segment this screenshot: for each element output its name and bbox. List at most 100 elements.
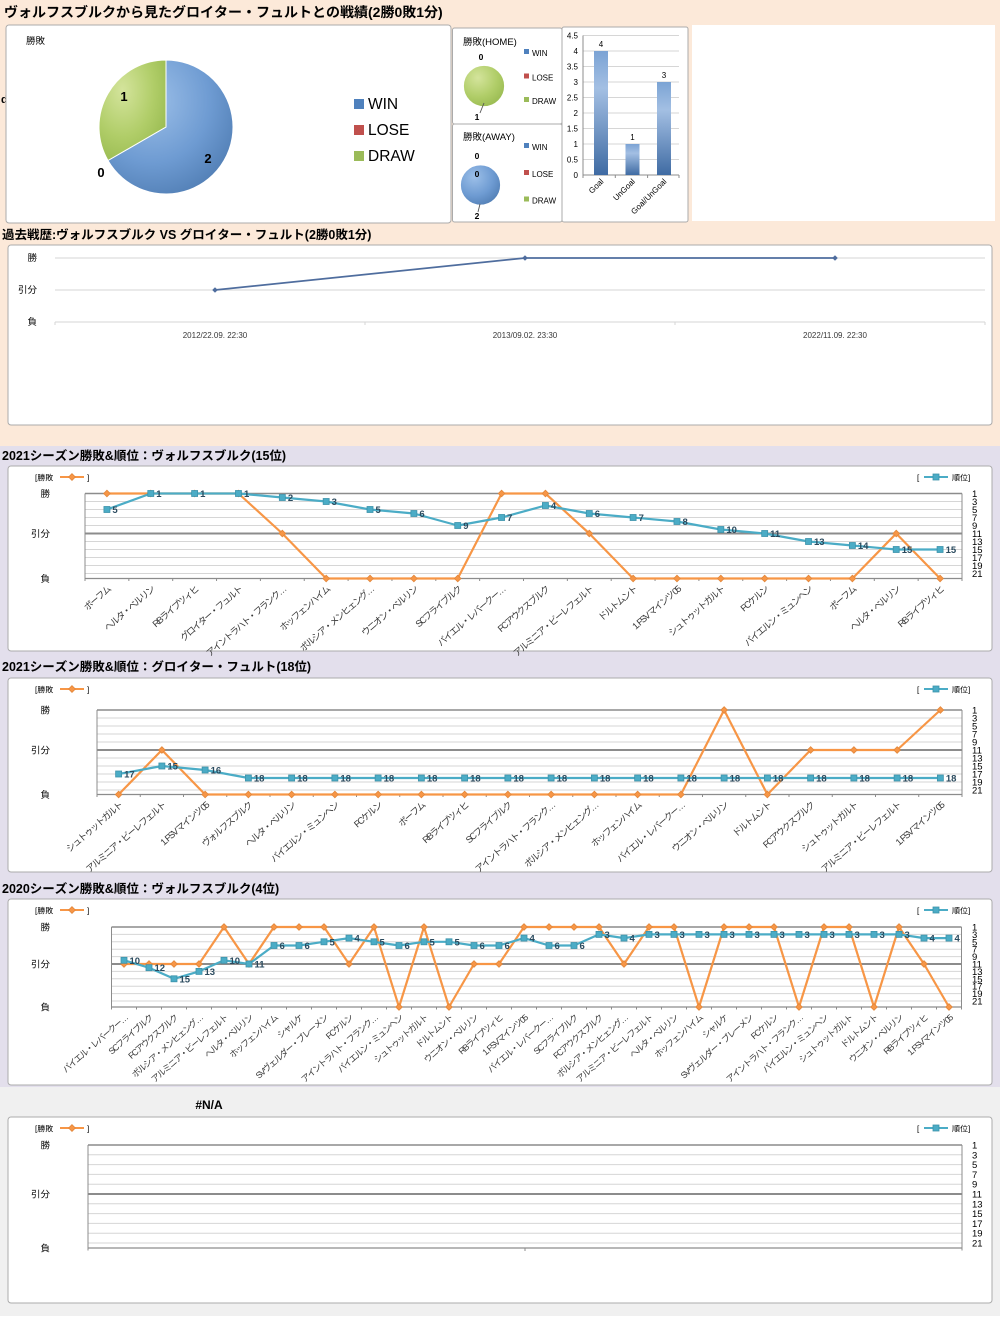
svg-text:[: [ — [917, 907, 920, 916]
svg-text:負: 負 — [27, 317, 37, 328]
svg-text:6: 6 — [580, 941, 585, 952]
svg-text:13: 13 — [972, 1199, 983, 1210]
svg-text:15: 15 — [167, 762, 178, 773]
svg-text:勝: 勝 — [40, 489, 50, 500]
svg-text:1: 1 — [120, 89, 127, 104]
svg-text:順位]: 順位] — [952, 474, 970, 483]
svg-text:2021シーズン勝敗&順位：グロイター・フュルト(18位): 2021シーズン勝敗&順位：グロイター・フュルト(18位) — [2, 660, 311, 674]
svg-text:[: [ — [917, 1125, 920, 1134]
svg-text:3.5: 3.5 — [567, 63, 579, 72]
svg-text:1: 1 — [156, 489, 162, 500]
svg-text:3: 3 — [662, 71, 667, 80]
svg-text:引分: 引分 — [31, 960, 51, 971]
svg-text:6: 6 — [280, 941, 285, 952]
svg-text:3: 3 — [574, 78, 579, 87]
svg-text:引分: 引分 — [31, 746, 51, 757]
svg-text:DRAW: DRAW — [368, 148, 415, 165]
svg-text:ヴォルフスブルクから見たグロイター・フュルトとの戦績(2勝0: ヴォルフスブルクから見たグロイター・フュルトとの戦績(2勝0敗1分) — [4, 4, 443, 20]
svg-text:3: 3 — [905, 930, 910, 941]
svg-text:勝敗: 勝敗 — [26, 36, 46, 47]
svg-text:17: 17 — [124, 770, 135, 781]
svg-text:7: 7 — [972, 513, 977, 524]
svg-text:5: 5 — [972, 937, 977, 948]
svg-text:15: 15 — [972, 1209, 983, 1220]
svg-text:13: 13 — [972, 754, 983, 765]
svg-text:2021シーズン勝敗&順位：ヴォルフスブルク(15位): 2021シーズン勝敗&順位：ヴォルフスブルク(15位) — [2, 449, 286, 463]
svg-text:18: 18 — [946, 774, 957, 785]
svg-text:2020シーズン勝敗&順位：ヴォルフスブルク(4位): 2020シーズン勝敗&順位：ヴォルフスブルク(4位) — [2, 882, 279, 896]
svg-text:順位]: 順位] — [952, 1125, 970, 1134]
svg-text:負: 負 — [40, 1003, 50, 1014]
svg-text:18: 18 — [513, 774, 524, 785]
svg-text:WIN: WIN — [368, 96, 398, 113]
svg-text:1: 1 — [244, 489, 250, 500]
svg-text:12: 12 — [155, 963, 166, 974]
svg-text:3: 3 — [972, 714, 977, 725]
svg-text:1: 1 — [574, 140, 579, 149]
svg-text:18: 18 — [903, 774, 914, 785]
svg-text:7: 7 — [507, 513, 512, 524]
svg-text:7: 7 — [972, 730, 977, 741]
svg-text:d: d — [1, 94, 8, 106]
svg-text:]: ] — [87, 686, 89, 695]
svg-text:15: 15 — [972, 974, 983, 985]
svg-text:13: 13 — [972, 537, 983, 548]
svg-text:18: 18 — [557, 774, 568, 785]
svg-text:3: 3 — [730, 930, 735, 941]
svg-text:LOSE: LOSE — [532, 74, 553, 83]
svg-text:19: 19 — [972, 989, 983, 1000]
svg-text:8: 8 — [682, 517, 687, 528]
svg-text:11: 11 — [255, 960, 266, 971]
svg-text:6: 6 — [555, 941, 560, 952]
svg-text:19: 19 — [972, 778, 983, 789]
svg-text:15: 15 — [972, 762, 983, 773]
svg-text:10: 10 — [230, 956, 241, 967]
svg-text:6: 6 — [595, 509, 600, 520]
svg-text:1: 1 — [972, 1141, 977, 1152]
svg-text:]: ] — [87, 907, 89, 916]
svg-text:13: 13 — [972, 967, 983, 978]
svg-text:負: 負 — [40, 574, 50, 585]
svg-text:0: 0 — [479, 52, 484, 62]
svg-text:18: 18 — [773, 774, 784, 785]
svg-text:3: 3 — [705, 930, 710, 941]
svg-text:16: 16 — [211, 766, 222, 777]
svg-text:2013/09.02. 23:30: 2013/09.02. 23:30 — [493, 331, 558, 340]
svg-text:1: 1 — [972, 706, 977, 717]
svg-text:4: 4 — [599, 40, 604, 49]
svg-text:11: 11 — [770, 529, 781, 540]
svg-text:6: 6 — [405, 941, 410, 952]
svg-text:3: 3 — [805, 930, 810, 941]
svg-text:3: 3 — [830, 930, 835, 941]
svg-text:10: 10 — [130, 956, 141, 967]
svg-text:18: 18 — [859, 774, 870, 785]
svg-text:引分: 引分 — [31, 1190, 51, 1201]
svg-text:15: 15 — [972, 545, 983, 556]
svg-text:[勝敗: [勝敗 — [35, 907, 53, 916]
svg-text:4: 4 — [955, 934, 961, 945]
svg-text:5: 5 — [972, 722, 977, 733]
svg-text:3: 3 — [972, 930, 977, 941]
svg-text:17: 17 — [972, 1219, 983, 1230]
svg-text:13: 13 — [205, 967, 216, 978]
svg-text:勝: 勝 — [40, 706, 50, 717]
svg-text:順位]: 順位] — [952, 907, 970, 916]
svg-text:[: [ — [917, 474, 920, 483]
svg-text:引分: 引分 — [31, 529, 51, 540]
svg-text:WIN: WIN — [532, 49, 548, 58]
svg-text:5: 5 — [380, 937, 386, 948]
svg-text:10: 10 — [726, 525, 737, 536]
svg-text:18: 18 — [340, 774, 351, 785]
svg-text:4: 4 — [355, 934, 361, 945]
svg-text:5: 5 — [376, 505, 382, 516]
svg-text:9: 9 — [463, 521, 468, 532]
svg-text:2012/22.09. 22:30: 2012/22.09. 22:30 — [183, 331, 248, 340]
svg-text:18: 18 — [254, 774, 265, 785]
svg-text:18: 18 — [427, 774, 438, 785]
svg-text:勝: 勝 — [27, 253, 37, 264]
svg-text:負: 負 — [40, 790, 50, 801]
svg-text:負: 負 — [40, 1244, 50, 1255]
svg-text:]: ] — [87, 1125, 89, 1134]
svg-text:5: 5 — [330, 937, 336, 948]
svg-text:1: 1 — [200, 489, 206, 500]
